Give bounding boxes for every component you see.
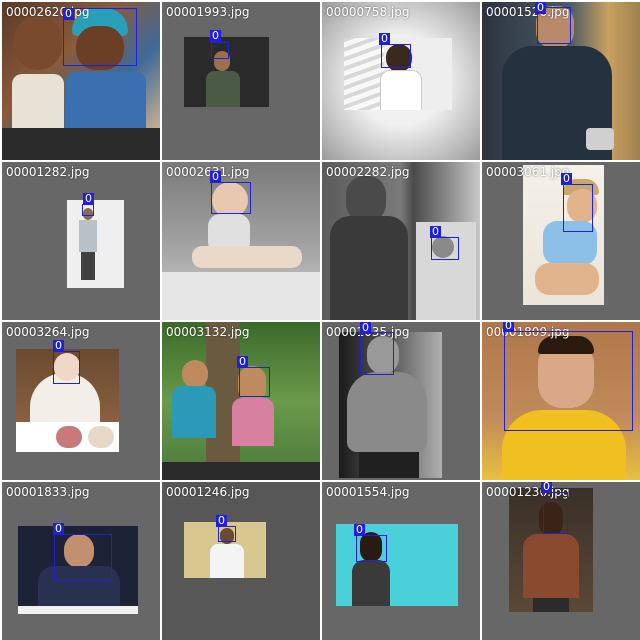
grid-tile[interactable]: 00001993.jpg 0 (162, 2, 320, 160)
grid-tile[interactable]: 00001246.jpg 0 (162, 482, 320, 640)
tile-photo (336, 524, 458, 606)
tile-filename: 00000758.jpg (326, 5, 410, 19)
detection-box (381, 44, 411, 68)
detection-box (54, 534, 112, 581)
detection-label: 0 (63, 7, 74, 20)
detection-label: 0 (210, 29, 221, 42)
tile-photo (523, 165, 604, 305)
detection-label: 0 (354, 523, 365, 536)
tile-photo (67, 200, 124, 288)
tile-photo (344, 38, 452, 110)
tile-photo (162, 322, 320, 480)
tile-photo (162, 162, 320, 320)
detection-label: 0 (83, 192, 94, 205)
tile-photo (16, 349, 119, 422)
detection-box (211, 42, 229, 59)
detection-box (239, 367, 270, 397)
tile-filename: 00001246.jpg (166, 485, 250, 499)
tile-photo (18, 526, 138, 614)
detection-label: 0 (53, 339, 64, 352)
tile-photo (184, 37, 269, 107)
tile-filename: 00001554.jpg (326, 485, 410, 499)
detection-box (360, 332, 394, 375)
grid-tile[interactable]: 00003132.jpg 0 (162, 322, 320, 480)
grid-tile[interactable]: 00002620.jpg 0 (2, 2, 160, 160)
grid-tile[interactable]: 00001035.jpg 0 (322, 322, 480, 480)
detection-label: 0 (53, 522, 64, 535)
tile-filename: 00003132.jpg (166, 325, 250, 339)
grid-tile[interactable]: 00002282.jpg 0 (322, 162, 480, 320)
tile-filename: 00001526.jpg (486, 5, 570, 19)
grid-tile[interactable]: 00001554.jpg 0 (322, 482, 480, 640)
grid-tile[interactable]: 00003264.jpg 0 (2, 322, 160, 480)
detection-label: 0 (237, 355, 248, 368)
grid-tile[interactable]: 00000758.jpg 0 (322, 2, 480, 160)
detection-box (543, 492, 568, 534)
tile-filename: 00003264.jpg (6, 325, 90, 339)
grid-tile[interactable]: 00003061.jpg 0 (482, 162, 640, 320)
detection-label: 0 (379, 32, 390, 45)
detection-box (356, 535, 387, 562)
detection-box (563, 184, 593, 232)
detection-box (82, 204, 94, 216)
detection-label: 0 (430, 225, 441, 238)
detection-box (63, 8, 137, 66)
grid-tile[interactable]: 00001236.jpg 0 (482, 482, 640, 640)
grid-tile[interactable]: 00001282.jpg 0 (2, 162, 160, 320)
detection-label: 0 (210, 170, 221, 183)
detection-label: 0 (216, 514, 227, 527)
detection-label: 0 (541, 482, 552, 493)
detection-box (218, 526, 236, 542)
detection-label: 0 (360, 322, 371, 334)
detection-label: 0 (561, 172, 572, 185)
tile-photo (322, 162, 480, 320)
tile-filename: 00001993.jpg (166, 5, 250, 19)
tile-filename: 00002282.jpg (326, 165, 410, 179)
detection-box (53, 351, 80, 384)
grid-tile[interactable]: 00001809.jpg 0 (482, 322, 640, 480)
tile-photo (482, 322, 640, 480)
detection-label: 0 (503, 322, 514, 332)
tile-photo (184, 522, 266, 578)
detection-label: 0 (535, 2, 546, 14)
grid-tile[interactable]: 00001526.jpg 0 (482, 2, 640, 160)
detection-box (504, 331, 633, 431)
grid-tile[interactable]: 00002631.jpg 0 (162, 162, 320, 320)
grid-tile[interactable]: 00001833.jpg 0 (2, 482, 160, 640)
tile-filename: 00003061.jpg (486, 165, 570, 179)
detection-box (211, 182, 251, 214)
tile-photo (482, 2, 640, 160)
tile-filename: 00002631.jpg (166, 165, 250, 179)
detection-box (431, 237, 459, 260)
tile-filename: 00001833.jpg (6, 485, 90, 499)
tile-filename: 00001282.jpg (6, 165, 90, 179)
detection-box (537, 7, 571, 44)
tile-photo (339, 332, 442, 478)
